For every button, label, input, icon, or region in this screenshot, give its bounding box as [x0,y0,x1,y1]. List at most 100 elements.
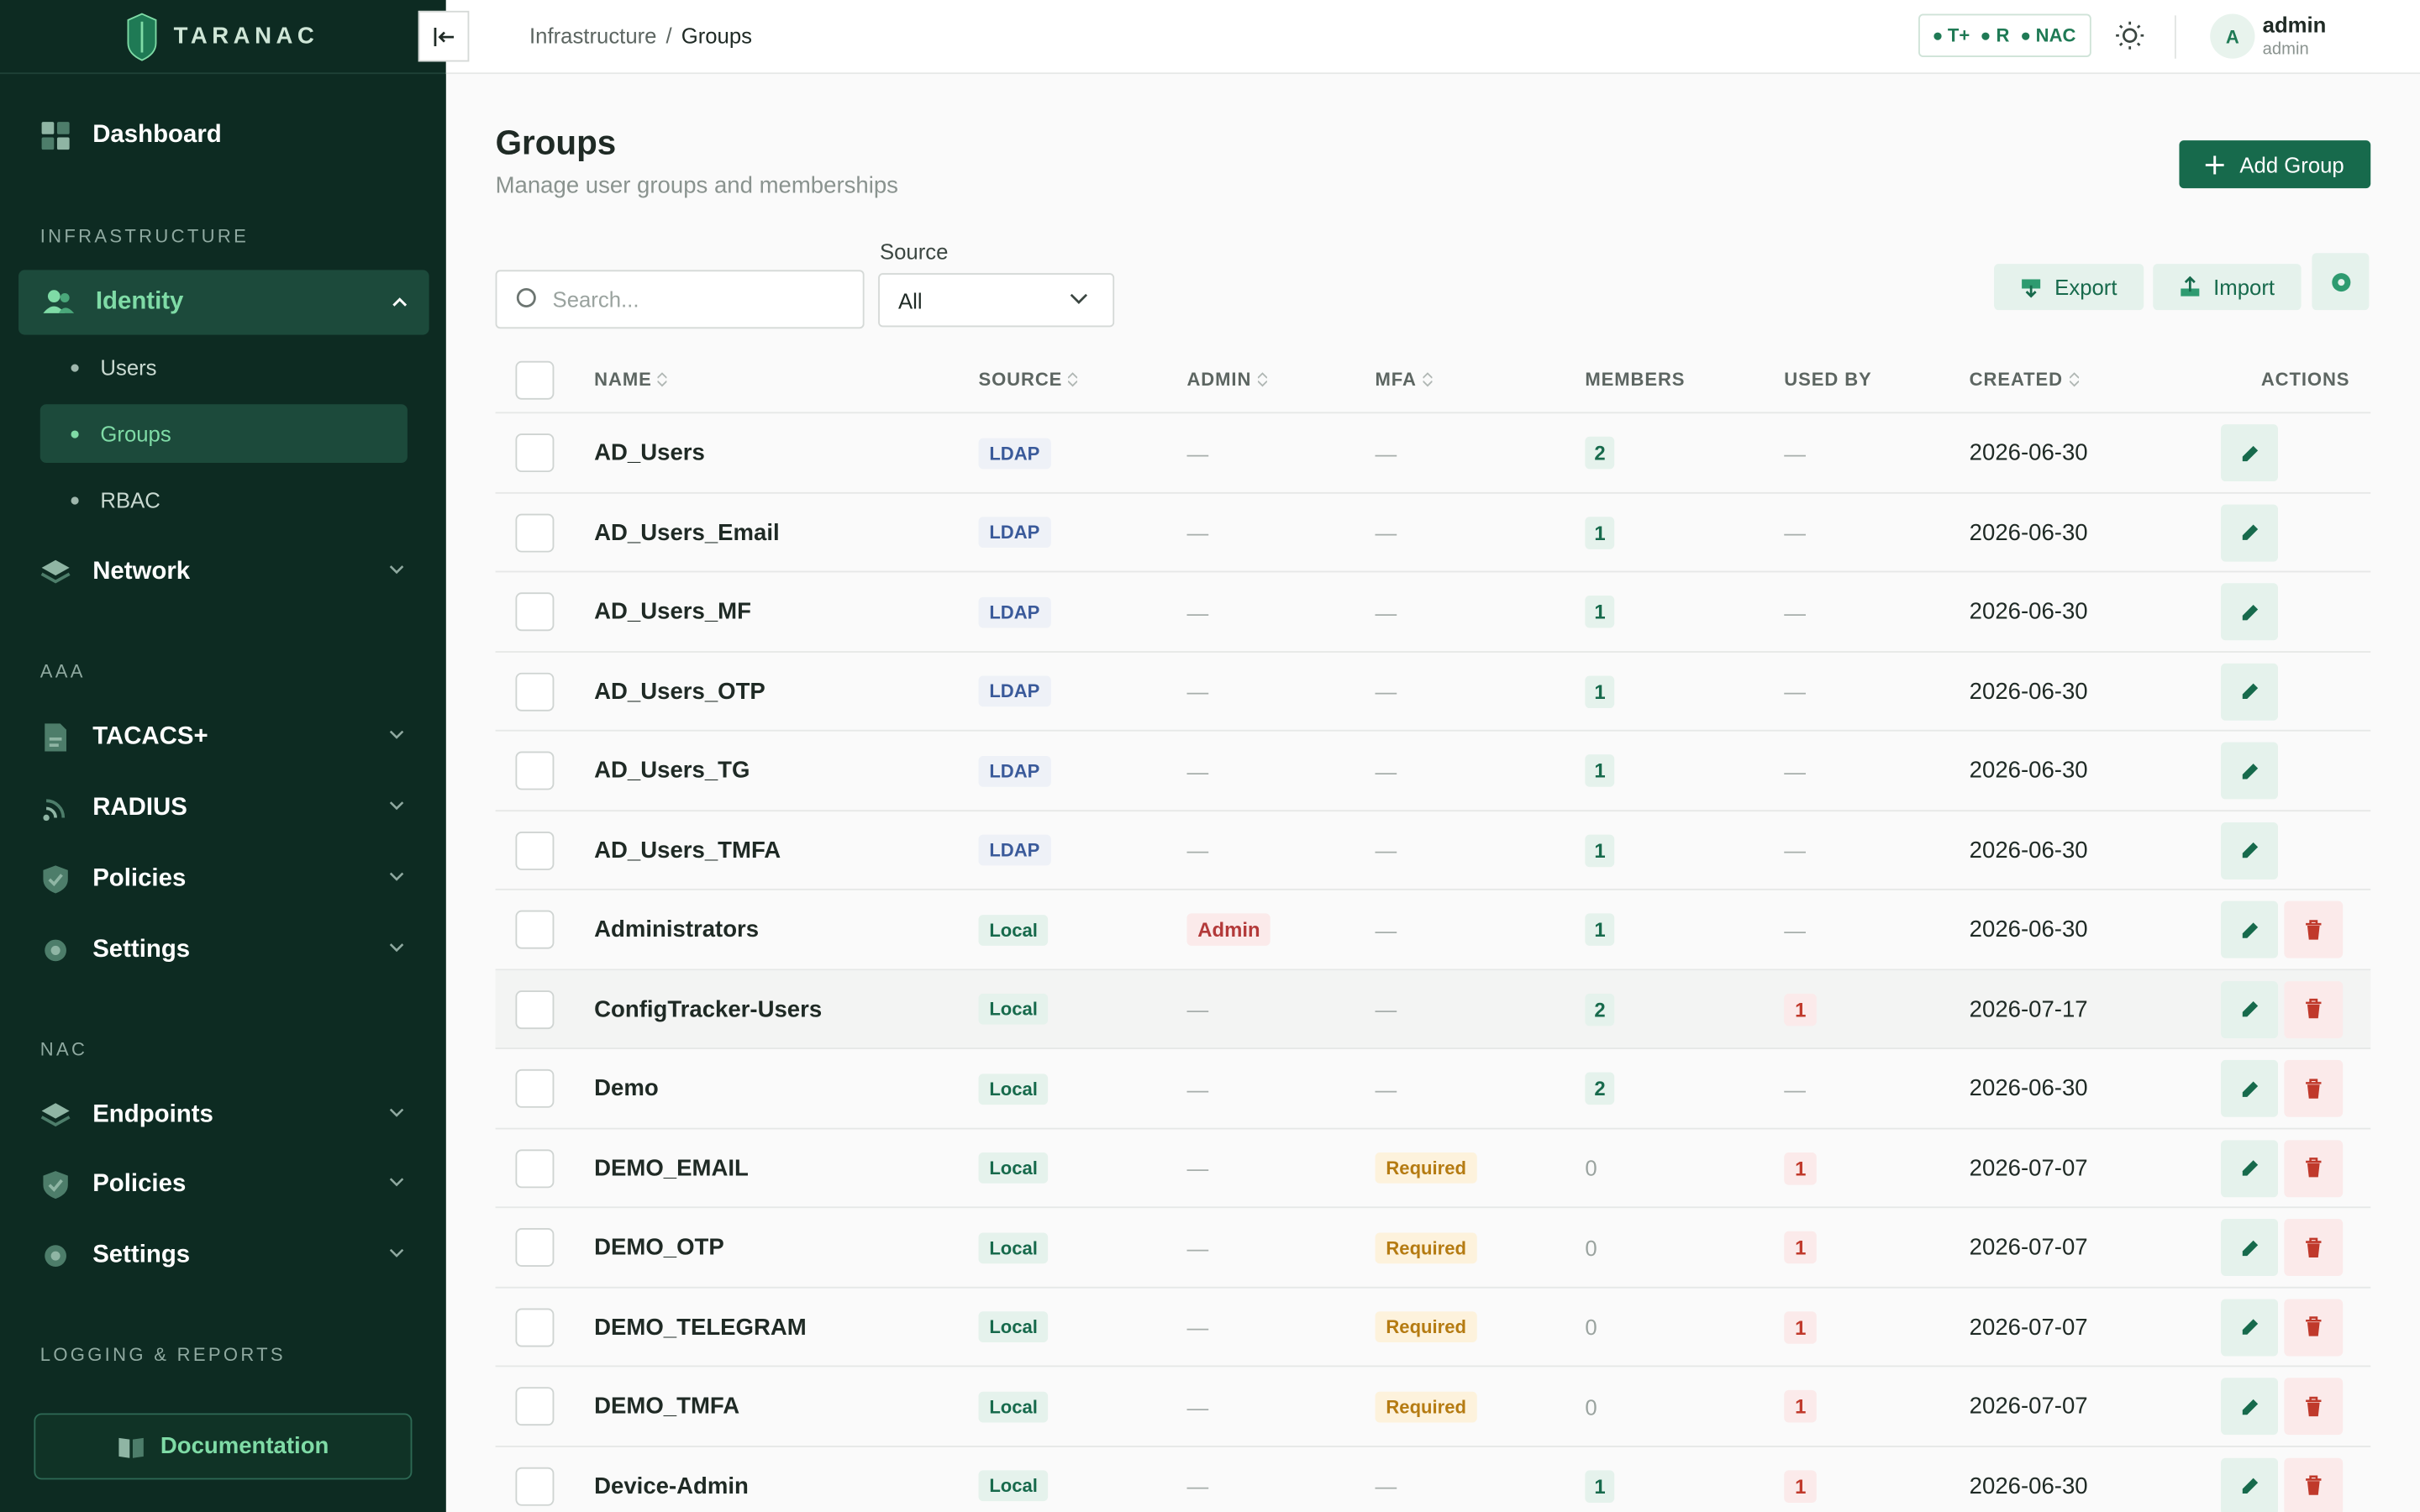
group-name[interactable]: AD_Users_TG [594,757,750,785]
row-checkbox[interactable] [515,671,555,711]
group-name[interactable]: Demo [594,1075,659,1102]
delete-button[interactable] [2284,1378,2344,1436]
table-row[interactable]: AD_Users_OTP LDAP — — 1 — 2026-06-30 [495,652,2371,732]
group-name[interactable]: AD_Users [594,439,705,466]
edit-button[interactable] [2221,662,2279,720]
group-name[interactable]: Device-Admin [594,1473,749,1499]
edit-button[interactable] [2221,900,2279,958]
sidebar-item-nac-policies[interactable]: Policies [40,1158,411,1213]
members-count-badge[interactable]: 1 [1585,675,1615,708]
group-name[interactable]: AD_Users_OTP [594,678,765,705]
sidebar-item-aaa-policies[interactable]: Policies [40,852,411,907]
sidebar-item-groups[interactable]: Groups [39,404,408,464]
delete-button[interactable] [2284,1219,2344,1276]
documentation-button[interactable]: Documentation [34,1413,413,1480]
user-name[interactable]: admin [2262,12,2327,38]
used-by-badge[interactable]: 1 [1784,992,1818,1026]
used-by-badge[interactable]: 1 [1784,1389,1818,1423]
members-count-badge[interactable]: 1 [1585,1469,1615,1503]
members-count-badge[interactable]: 1 [1585,516,1615,549]
sidebar-item-dashboard[interactable]: Dashboard [40,120,222,151]
search-input[interactable] [552,286,846,312]
delete-button[interactable] [2284,1457,2344,1512]
sun-icon[interactable] [2114,20,2145,51]
used-by-badge[interactable]: 1 [1784,1469,1818,1503]
row-checkbox[interactable] [515,751,555,790]
delete-button[interactable] [2284,1059,2344,1117]
delete-button[interactable] [2284,980,2344,1038]
group-name[interactable]: DEMO_OTP [594,1234,724,1261]
edit-button[interactable] [2221,1139,2279,1197]
edit-button[interactable] [2221,1457,2279,1512]
group-name[interactable]: Administrators [594,916,760,943]
select-all-checkbox[interactable] [515,360,555,400]
edit-button[interactable] [2221,980,2279,1038]
members-count-badge[interactable]: 1 [1585,833,1615,867]
import-button[interactable]: Import [2153,264,2302,311]
row-checkbox[interactable] [515,1387,555,1426]
source-filter-select[interactable]: All [878,273,1115,328]
group-name[interactable]: AD_Users_Email [594,519,780,546]
export-button[interactable]: Export [1994,264,2144,311]
row-checkbox[interactable] [515,1307,555,1347]
table-row[interactable]: DEMO_EMAIL Local — Required 0 1 2026-07-07 [495,1129,2371,1209]
add-group-button[interactable]: Add Group [2179,140,2371,189]
column-header-mfa[interactable]: MFA [1376,369,1433,391]
members-count-badge[interactable]: 2 [1585,1072,1615,1105]
members-count-badge[interactable]: 2 [1585,436,1615,470]
breadcrumb-infrastructure[interactable]: Infrastructure [529,23,657,48]
column-header-admin[interactable]: ADMIN [1186,369,1267,391]
table-settings-button[interactable] [2312,253,2370,311]
table-row[interactable]: AD_Users_TMFA LDAP — — 1 — 2026-06-30 [495,811,2371,890]
sidebar-item-nac-settings[interactable]: Settings [40,1228,411,1284]
edit-button[interactable] [2221,1219,2279,1276]
group-name[interactable]: DEMO_TMFA [594,1393,740,1420]
table-row[interactable]: Device-Admin Local — — 1 1 2026-06-30 [496,1446,2371,1512]
delete-button[interactable] [2284,1139,2344,1197]
row-checkbox[interactable] [515,1148,555,1188]
row-checkbox[interactable] [515,592,555,632]
sidebar-item-aaa-settings[interactable]: Settings [40,922,411,978]
table-row[interactable]: Administrators Local Admin — 1 — 2026-06-30 [495,890,2371,970]
row-checkbox[interactable] [515,1068,555,1108]
group-name[interactable]: DEMO_EMAIL [594,1154,749,1182]
table-row[interactable]: ConfigTracker-Users Local — — 2 1 2026-07-17 [495,969,2371,1049]
edit-button[interactable] [2221,503,2279,561]
table-row[interactable]: AD_Users_TG LDAP — — 1 — 2026-06-30 [495,732,2371,811]
row-checkbox[interactable] [515,831,555,870]
group-name[interactable]: ConfigTracker-Users [594,995,823,1022]
edit-button[interactable] [2221,1059,2279,1117]
used-by-badge[interactable]: 1 [1784,1231,1818,1264]
row-checkbox[interactable] [515,990,555,1029]
sidebar-item-tacacs[interactable]: TACACS+ [40,710,411,765]
avatar[interactable]: A [2210,13,2255,59]
search-box[interactable] [495,270,865,329]
used-by-badge[interactable]: 1 [1784,1152,1818,1184]
delete-button[interactable] [2284,900,2344,958]
sidebar-item-users[interactable]: Users [40,338,408,396]
members-count-badge[interactable]: 2 [1585,992,1615,1026]
column-header-source[interactable]: SOURCE [978,369,1078,391]
table-row[interactable]: AD_Users_Email LDAP — — 1 — 2026-06-30 [495,493,2371,573]
edit-button[interactable] [2221,583,2279,641]
group-name[interactable]: AD_Users_TMFA [594,837,781,864]
edit-button[interactable] [2221,742,2279,800]
used-by-badge[interactable]: 1 [1784,1310,1818,1343]
table-row[interactable]: Demo Local — — 2 — 2026-06-30 [495,1049,2371,1129]
table-row[interactable]: AD_Users_MF LDAP — — 1 — 2026-06-30 [495,572,2371,653]
collapse-sidebar-button[interactable] [418,10,470,62]
row-checkbox[interactable] [515,910,555,949]
sidebar-item-network[interactable]: Network [40,544,411,600]
sidebar-item-radius[interactable]: RADIUS [40,780,411,836]
sidebar-item-rbac[interactable]: RBAC [40,470,408,529]
table-row[interactable]: DEMO_TELEGRAM Local — Required 0 1 2026-07-07 [495,1288,2371,1368]
row-checkbox[interactable] [515,1228,555,1267]
table-row[interactable]: DEMO_TMFA Local — Required 0 1 2026-07-07 [495,1367,2371,1446]
edit-button[interactable] [2221,822,2279,879]
brand[interactable]: TARANAC [0,0,446,75]
edit-button[interactable] [2221,1378,2279,1436]
sidebar-item-identity[interactable]: Identity [18,270,429,335]
row-checkbox[interactable] [515,1466,555,1505]
table-row[interactable]: DEMO_OTP Local — Required 0 1 2026-07-07 [495,1208,2371,1288]
group-name[interactable]: DEMO_TELEGRAM [594,1313,807,1341]
